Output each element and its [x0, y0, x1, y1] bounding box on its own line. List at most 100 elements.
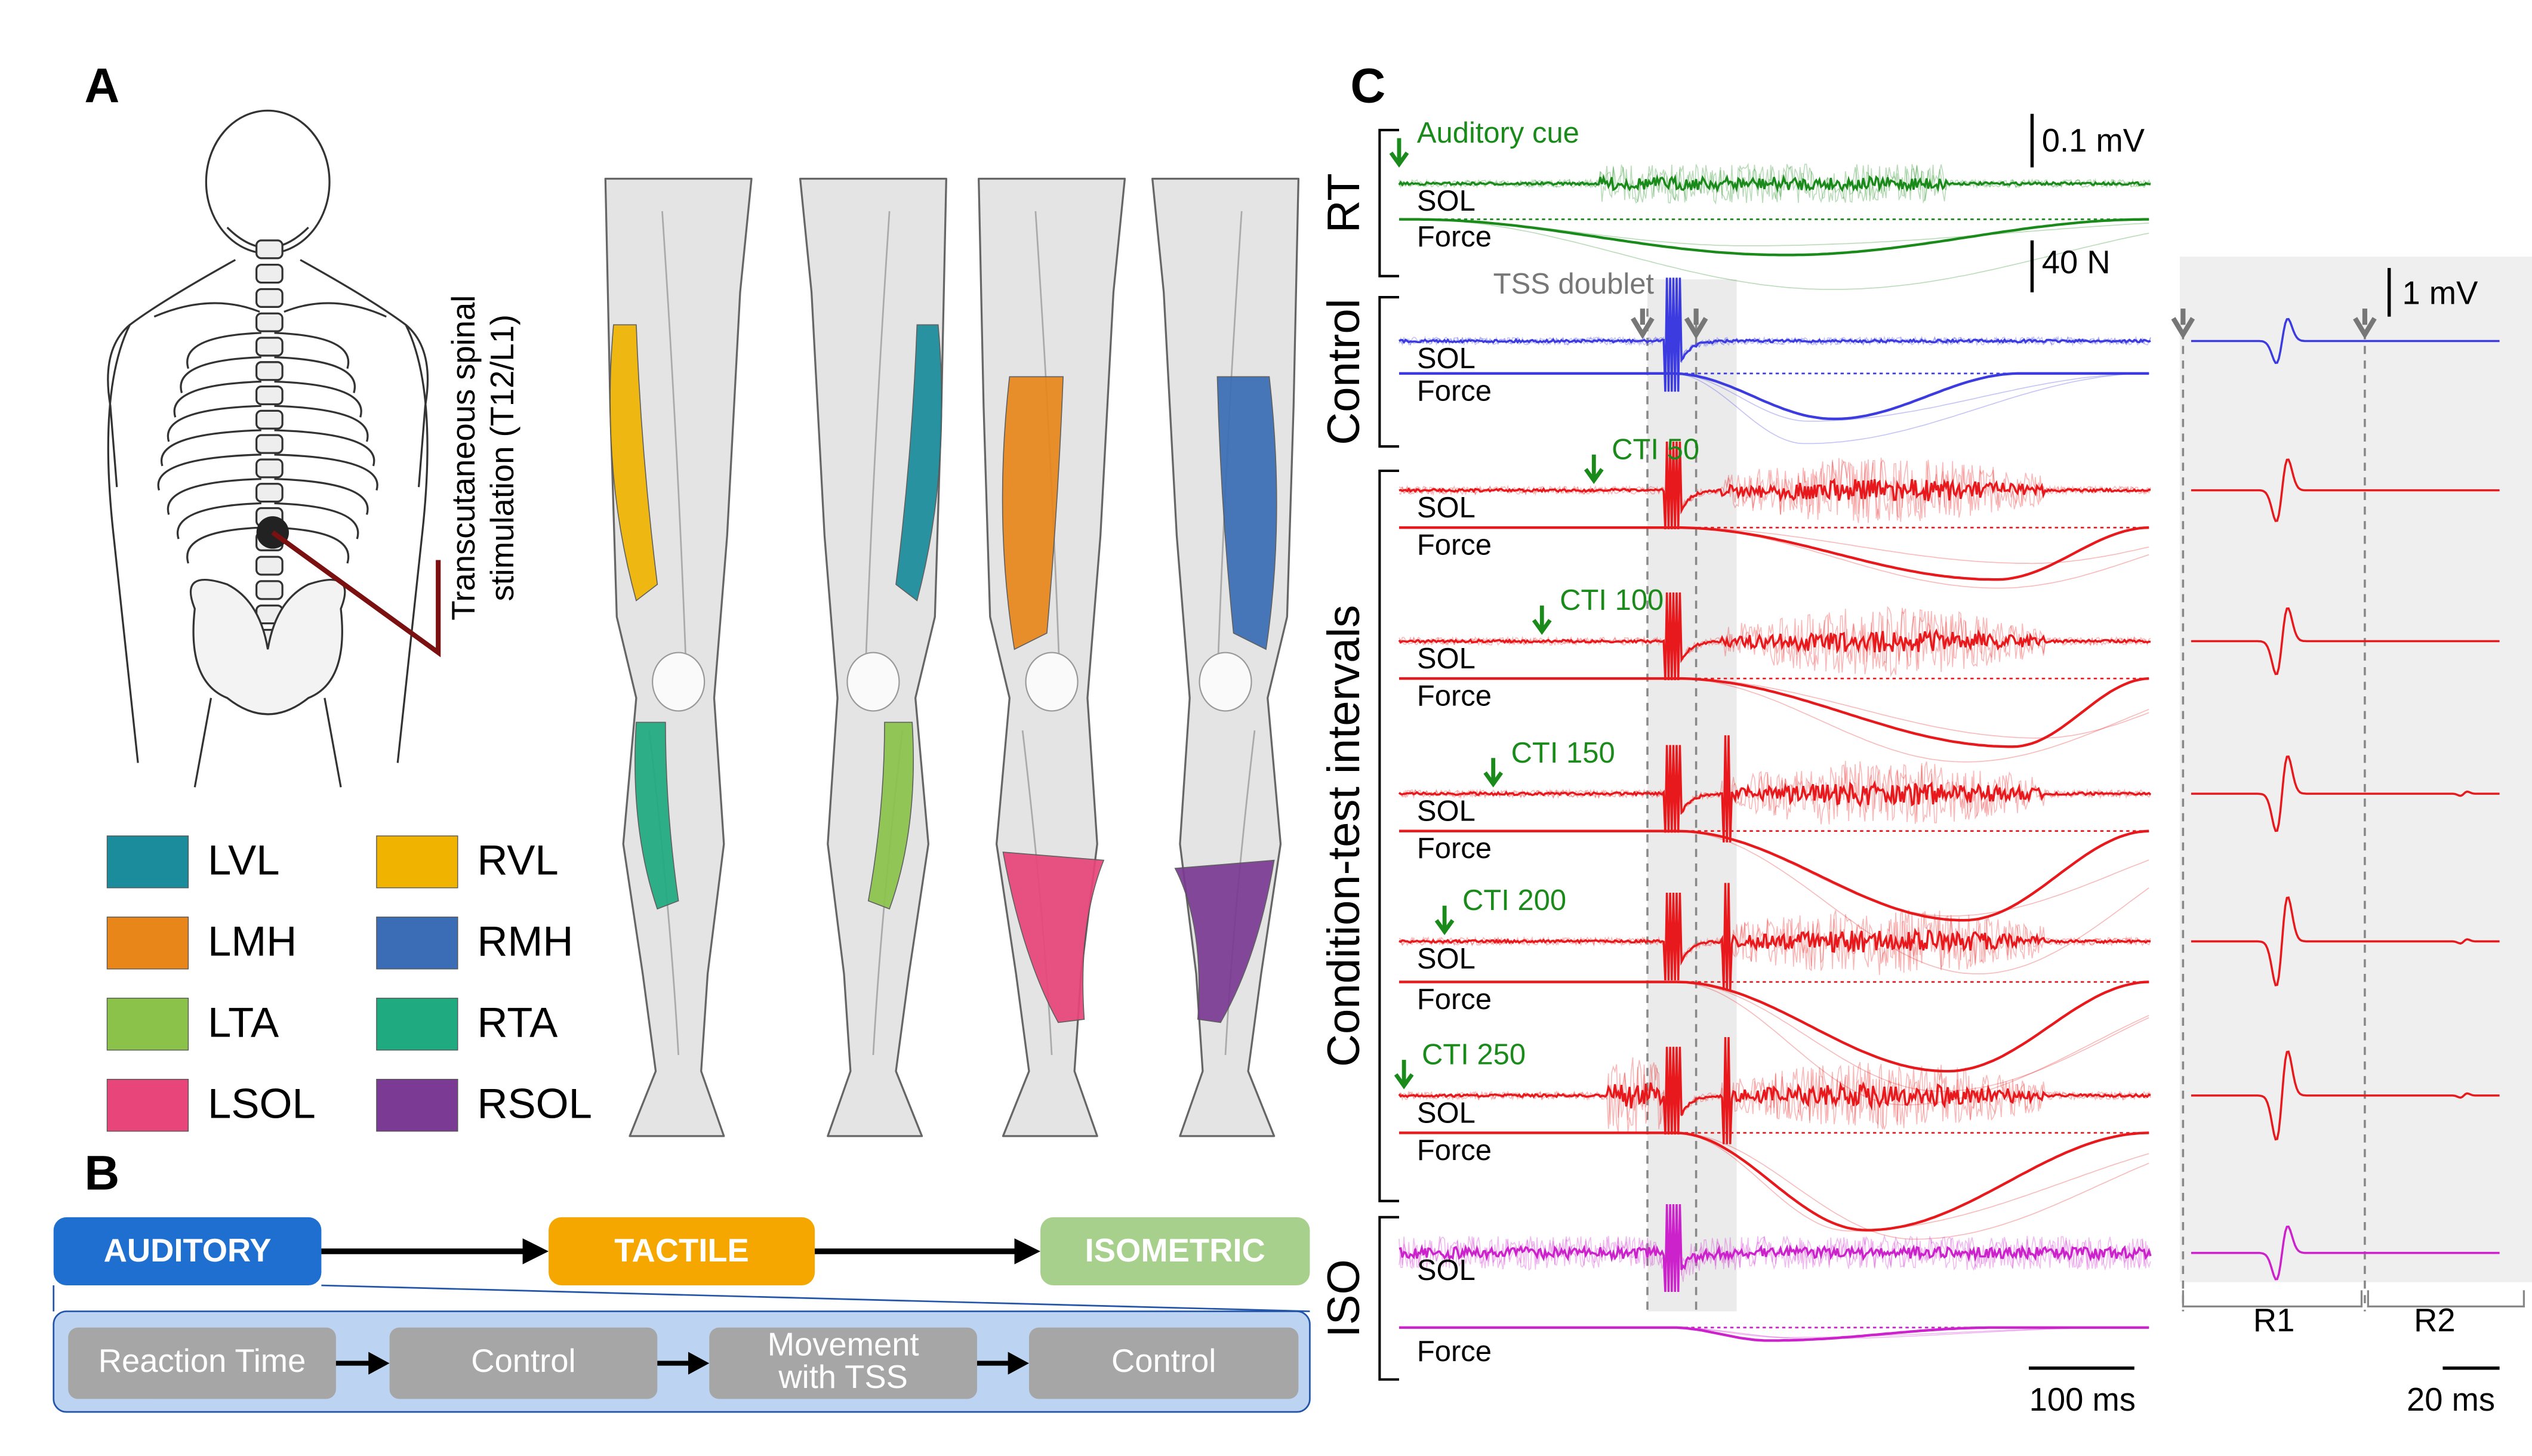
legend-swatch: [106, 835, 189, 889]
cue-arrow: [1584, 454, 1604, 485]
rib: [180, 356, 356, 393]
reflex-trace: [2191, 1050, 2500, 1141]
shoulders: [107, 324, 429, 488]
tss-arrow: [1631, 309, 1655, 340]
vertebra: [255, 409, 284, 430]
cue-arrow: [1532, 605, 1552, 636]
channel-label: SOL: [1417, 643, 1476, 675]
knee: [1199, 652, 1252, 712]
channel-label: Force: [1417, 221, 1492, 253]
group-label: RT: [1319, 173, 1369, 233]
channel-label: Force: [1417, 529, 1492, 562]
cue-label: CTI 100: [1560, 584, 1664, 616]
channel-label: Force: [1417, 1335, 1492, 1368]
channel-label: Force: [1417, 375, 1492, 407]
scale-label: 100 ms: [2029, 1381, 2136, 1418]
panel-label: B: [84, 1146, 119, 1200]
force-trace-faint: [1399, 981, 2149, 1106]
legend-label: LTA: [208, 999, 279, 1046]
legend-label: LVL: [208, 837, 280, 884]
rib: [161, 429, 375, 467]
reflex-trace: [2191, 896, 2500, 987]
cue-label: CTI 250: [1422, 1039, 1526, 1071]
legend-swatch: [376, 998, 458, 1051]
force-trace-faint: [1399, 830, 2149, 917]
sol-trace-faint: [1399, 592, 2151, 680]
sequence-box: [709, 1327, 977, 1399]
legend-label: RVL: [477, 837, 558, 884]
torso-outline: [107, 259, 429, 763]
vertebra: [255, 580, 284, 600]
vertebra: [255, 337, 284, 357]
force-trace-faint: [1399, 678, 2149, 763]
legend-swatch: [106, 917, 189, 970]
muscle-rta: [634, 721, 679, 910]
sequence-label: Movement: [768, 1327, 919, 1363]
scale-label: 1 mV: [2402, 275, 2478, 311]
vertebra: [255, 264, 284, 284]
sequence-box: [389, 1327, 658, 1399]
group-label: Control: [1319, 298, 1369, 445]
rib: [186, 526, 350, 564]
sol-trace-faint: [1399, 735, 2151, 843]
force-trace-faint: [1399, 678, 2149, 739]
knee: [652, 652, 706, 712]
cue-arrow: [1394, 1060, 1414, 1090]
force-trace-faint: [1399, 218, 2149, 290]
vertebra: [255, 556, 284, 576]
channel-label: SOL: [1417, 795, 1476, 828]
condition-label: AUDITORY: [104, 1232, 272, 1269]
skull: [205, 109, 331, 255]
reflex-trace: [2191, 458, 2500, 522]
tss-arrow: [2353, 309, 2377, 340]
tss-label: TSS doublet: [1493, 268, 1655, 300]
cue-arrow: [1389, 138, 1409, 168]
femurs: [193, 698, 342, 788]
pelvis: [189, 579, 346, 715]
force-trace-faint: [1399, 1327, 2149, 1338]
muscle-rsol: [1174, 859, 1275, 1023]
sol-trace-faint: [1399, 735, 2151, 843]
sol-trace-faint: [1399, 1037, 2151, 1145]
cue-label: CTI 200: [1462, 884, 1566, 917]
muscle-lsol: [1002, 852, 1105, 1023]
group-bracket: [1378, 469, 1399, 1202]
panel-label: C: [1350, 59, 1385, 113]
channel-label: SOL: [1417, 185, 1476, 217]
force-trace-faint: [1399, 373, 2149, 422]
channel-label: SOL: [1417, 343, 1476, 375]
scale-label: 0.1 mV: [2042, 122, 2145, 159]
group-bracket: [1378, 296, 1399, 448]
arrow-head: [1008, 1352, 1029, 1375]
sequence-label: with TSS: [778, 1359, 908, 1395]
tss-arrow: [1684, 309, 1708, 340]
rib: [186, 332, 350, 369]
vertebra: [255, 361, 284, 381]
sequence-box: [1028, 1327, 1299, 1399]
window-label: R1: [2253, 1302, 2295, 1338]
channel-label: Force: [1417, 983, 1492, 1016]
rib: [167, 405, 369, 442]
force-trace-faint: [1399, 527, 2149, 564]
window-label: R2: [2414, 1302, 2456, 1338]
muscle-lmh: [1002, 376, 1064, 650]
force-trace-faint: [1399, 1132, 2149, 1240]
arrow-head: [522, 1238, 549, 1264]
force-trace-faint: [1399, 830, 2149, 974]
rib: [173, 380, 362, 418]
sol-trace: [1399, 883, 2151, 991]
legend-label: RSOL: [477, 1080, 592, 1127]
force-trace: [1399, 526, 2149, 581]
sol-trace: [1398, 174, 2151, 193]
force-trace: [1399, 1131, 2149, 1232]
vertebra: [255, 288, 284, 308]
legend-swatch: [376, 917, 458, 970]
legend-label: LSOL: [208, 1080, 316, 1127]
sequence-label: Control: [471, 1343, 575, 1379]
sol-trace: [1398, 1037, 2151, 1145]
sol-trace: [1399, 442, 2151, 529]
cue-arrow: [1434, 905, 1455, 936]
muscle-lvl: [895, 324, 942, 601]
